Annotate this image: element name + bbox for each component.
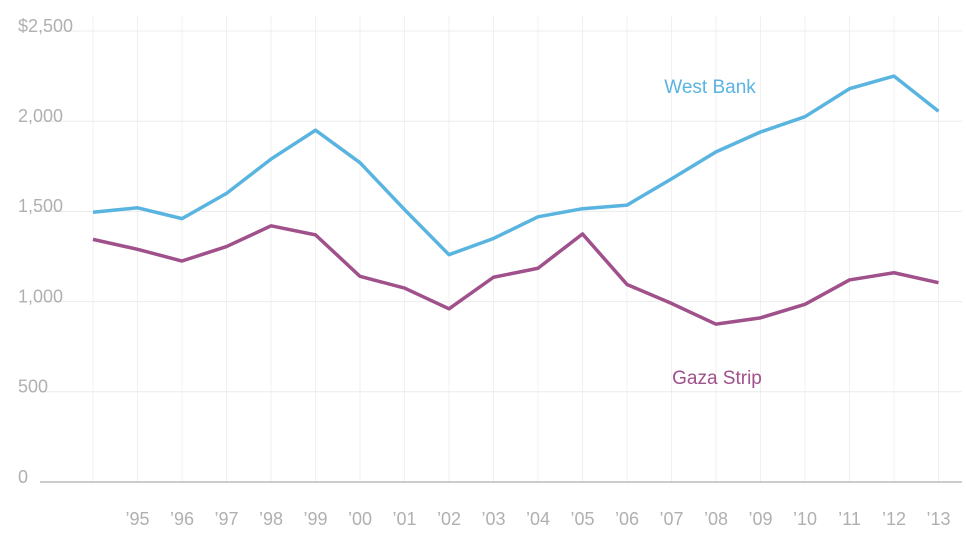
y-tick-label: 0 <box>18 467 28 487</box>
y-tick-label: 1,000 <box>18 286 63 306</box>
y-tick-label: 500 <box>18 377 48 397</box>
x-tick-label: ’13 <box>926 509 950 529</box>
x-tick-label: ’95 <box>125 509 149 529</box>
x-tick-label: ’98 <box>259 509 283 529</box>
x-tick-label: ’00 <box>348 509 372 529</box>
x-tick-label: ’09 <box>748 509 772 529</box>
x-tick-label: ’97 <box>214 509 238 529</box>
x-tick-label: ’03 <box>481 509 505 529</box>
series-label: Gaza Strip <box>672 368 762 389</box>
y-tick-label: 2,000 <box>18 106 63 126</box>
x-tick-label: ’10 <box>793 509 817 529</box>
series-line <box>92 74 940 257</box>
x-tick-label: ’05 <box>570 509 594 529</box>
x-tick-label: ’12 <box>882 509 906 529</box>
series-label: West Bank <box>664 77 756 98</box>
x-tick-label: ’08 <box>704 509 728 529</box>
x-tick-label: ’02 <box>437 509 461 529</box>
x-tick-label: ’11 <box>838 509 861 529</box>
x-tick-label: ’01 <box>392 509 416 529</box>
x-tick-label: ’96 <box>170 509 194 529</box>
x-tick-label: ’04 <box>526 509 550 529</box>
x-tick-label: ’06 <box>615 509 639 529</box>
series-line <box>92 224 939 326</box>
x-tick-label: ’07 <box>659 509 683 529</box>
y-tick-label: 1,500 <box>18 196 63 216</box>
y-tick-label: $2,500 <box>18 16 73 36</box>
x-tick-label: ’99 <box>303 509 327 529</box>
